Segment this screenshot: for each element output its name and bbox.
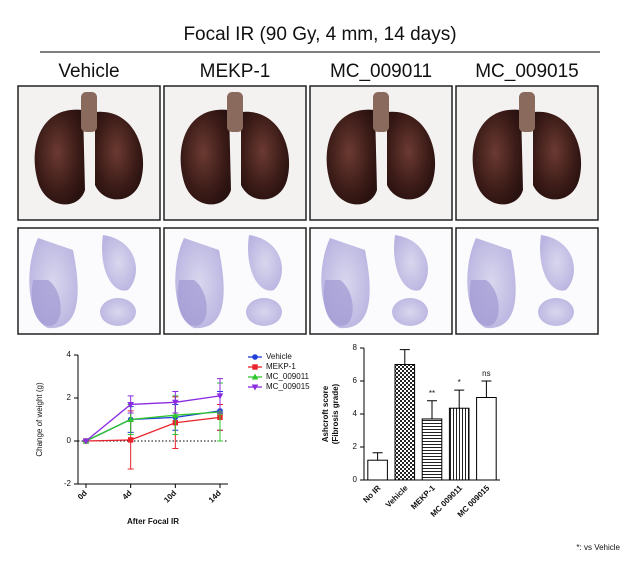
bar <box>367 459 388 481</box>
tissue <box>392 298 428 326</box>
marker <box>216 393 224 400</box>
error-bar <box>427 400 437 419</box>
y-tick-label: 0 <box>67 436 72 445</box>
lung-lobe <box>533 111 582 200</box>
lung-lobe <box>387 111 436 200</box>
column-header: Vehicle <box>58 61 119 82</box>
significance-label: ns <box>482 369 490 378</box>
series-line <box>85 416 221 442</box>
footnote: *: vs Vehicle <box>576 543 620 552</box>
tissue <box>538 298 574 326</box>
error-bar <box>399 349 410 365</box>
tissue-dense <box>469 280 499 326</box>
significance-label: ** <box>429 389 435 398</box>
series-line <box>85 411 221 442</box>
lung-lobe <box>241 111 290 200</box>
bar <box>476 397 497 481</box>
marker <box>172 399 179 406</box>
error-bar <box>372 452 383 461</box>
marker <box>172 411 179 418</box>
tissue <box>100 298 136 326</box>
x-tick-label: No IR <box>361 483 382 504</box>
legend-label: MC_009011 <box>266 372 310 381</box>
tissue <box>540 235 574 291</box>
y-tick-label: 2 <box>353 442 358 451</box>
photo-panels <box>17 85 599 335</box>
trachea <box>227 92 243 132</box>
lung-lobe <box>34 109 85 205</box>
legend-label: Vehicle <box>266 352 292 361</box>
legend-label: MEKP-1 <box>266 362 296 371</box>
y-tick-label: 6 <box>353 376 358 385</box>
tissue-dense <box>31 280 61 326</box>
marker <box>127 416 134 422</box>
x-tick-label: 0d <box>76 488 89 501</box>
x-tick-label: 4d <box>121 488 134 501</box>
lung-lobe <box>326 109 377 205</box>
tissue-dense <box>177 280 207 326</box>
bar <box>394 364 416 481</box>
marker <box>252 364 258 370</box>
trachea <box>373 92 389 132</box>
y-tick-label: 0 <box>353 475 358 484</box>
legend-label: MC_009015 <box>266 382 310 391</box>
y-tick-label: 8 <box>353 343 358 352</box>
y-tick-label: -2 <box>64 479 72 488</box>
marker <box>251 373 259 380</box>
column-header: MEKP-1 <box>200 61 271 82</box>
y-tick-label: 4 <box>353 409 358 418</box>
x-axis-label: After Focal IR <box>127 517 179 526</box>
trachea <box>81 92 97 132</box>
series-line <box>85 410 221 442</box>
marker <box>82 438 90 445</box>
tissue <box>246 298 282 326</box>
y-tick-label: 4 <box>67 350 72 359</box>
column-header: MC_009011 <box>330 61 432 82</box>
lung-lobe <box>472 109 523 205</box>
tissue <box>394 235 428 291</box>
bar <box>448 407 470 481</box>
lung-lobe <box>95 111 144 200</box>
bar <box>421 418 443 481</box>
x-tick-label: Vehicle <box>384 483 410 509</box>
x-tick-label: 14d <box>207 488 223 504</box>
column-header: MC_009015 <box>475 61 579 82</box>
tissue <box>248 235 282 291</box>
x-tick-label: 10d <box>162 488 178 504</box>
error-bar <box>454 389 465 409</box>
y-axis-label: (Fibrosis grade) <box>331 383 340 444</box>
marker <box>127 437 134 443</box>
y-axis-label: Change of weight (g) <box>35 382 44 457</box>
marker <box>252 354 258 360</box>
tissue-dense <box>323 280 353 326</box>
marker <box>251 384 259 391</box>
tissue <box>102 235 136 291</box>
significance-label: * <box>458 378 461 387</box>
series-line <box>85 395 221 442</box>
y-axis-label: Ashcroft score <box>321 385 330 442</box>
error-bar <box>481 380 492 398</box>
figure-title: Focal IR (90 Gy, 4 mm, 14 days) <box>183 24 456 45</box>
marker <box>127 401 134 408</box>
y-tick-label: 2 <box>67 393 72 402</box>
trachea <box>519 92 535 132</box>
lung-lobe <box>180 109 231 205</box>
